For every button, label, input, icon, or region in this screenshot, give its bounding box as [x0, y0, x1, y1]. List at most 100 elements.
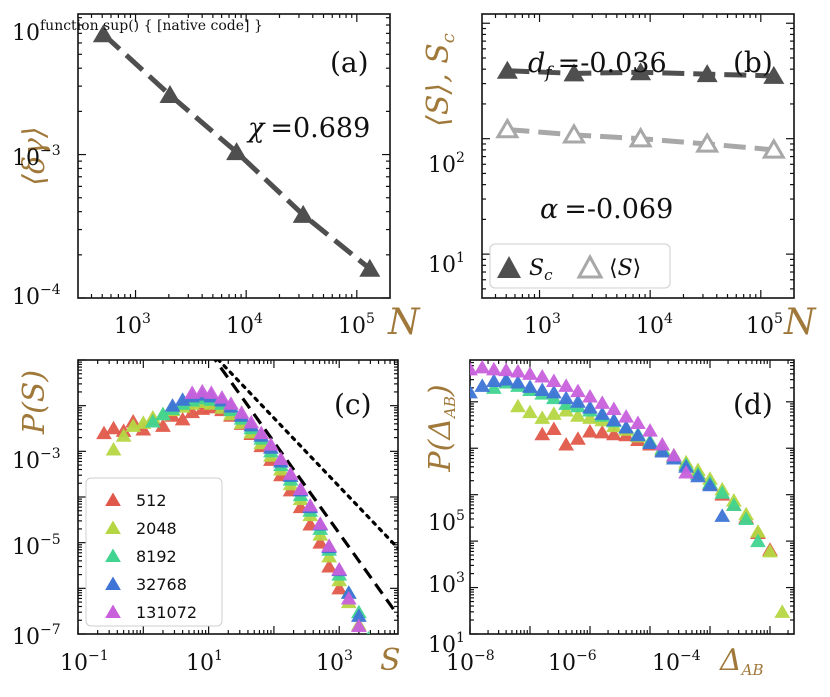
data-point	[522, 379, 538, 393]
panel-d-ytick-1: 103	[428, 570, 465, 598]
panel-a-xtick-2: 105	[338, 311, 375, 339]
data-point	[302, 498, 319, 512]
legend-label-s: ⟨S⟩	[609, 256, 641, 281]
data-point	[774, 604, 791, 618]
legend-marker	[105, 492, 121, 506]
data-point	[496, 60, 518, 79]
panel-d-xtick-0: 10−8	[446, 648, 495, 676]
data-point	[474, 378, 491, 392]
data-point	[273, 451, 289, 465]
reference-line-dotted	[216, 360, 398, 551]
data-point	[570, 408, 586, 422]
data-point	[558, 390, 574, 405]
panel-c-ytick-1: 10−5	[12, 532, 61, 560]
data-point	[561, 122, 587, 144]
data-point	[226, 142, 248, 161]
data-point	[312, 516, 329, 530]
panel-d-minor-ticks	[469, 360, 794, 635]
panel-a-ylabel: ⟨δγ⟩	[17, 126, 52, 185]
panel-b-ylabel: ⟨S⟩, Sc	[421, 33, 459, 127]
data-point	[498, 372, 514, 386]
panel-b-plot	[495, 60, 786, 159]
panel-b-ytick-0: 102	[428, 150, 465, 178]
panel-b-ytick-1: 101	[428, 250, 465, 278]
panel-d-xtick-1: 10−6	[548, 648, 597, 676]
data-point	[522, 404, 538, 419]
data-point	[351, 608, 367, 622]
panel-d-ylabel: P(ΔAB)	[423, 384, 459, 472]
data-point	[474, 360, 491, 374]
data-point	[92, 24, 114, 43]
annotation-chi-var: χ	[246, 113, 266, 144]
data-point	[263, 437, 279, 451]
series-line-0	[101, 32, 372, 271]
data-point	[510, 398, 526, 413]
data-point	[351, 618, 367, 632]
panel-c-minor-ticks	[77, 359, 398, 635]
data-point	[155, 418, 171, 432]
panel-c-ytick-2: 10−7	[12, 622, 61, 650]
panel-a-ytick-2: 10−4	[12, 282, 61, 310]
legend-label: 512	[136, 491, 167, 510]
data-point	[738, 511, 754, 525]
panel-c-ylabel: P(S)	[17, 370, 52, 435]
data-point	[563, 63, 585, 82]
data-point	[233, 405, 250, 419]
sup: function sup() { [native code] }	[40, 18, 263, 34]
data-point	[144, 414, 161, 428]
data-point	[678, 465, 694, 479]
legend-marker	[105, 548, 121, 562]
data-point	[546, 384, 562, 399]
data-point	[498, 362, 514, 377]
data-point	[534, 382, 551, 396]
legend-marker	[105, 576, 121, 590]
data-point	[630, 62, 652, 81]
data-point	[570, 431, 586, 445]
panel-d-xtick-2: 10−4	[652, 648, 701, 676]
panel-c-xtick-2: 103	[316, 648, 353, 676]
data-point	[534, 410, 551, 424]
data-point	[570, 383, 586, 398]
data-point	[666, 447, 682, 462]
legend-box	[489, 243, 671, 289]
panel-d-plot	[470, 360, 791, 618]
panel-a: (a) χ =0.689 ⟨δγ⟩ N 10function sup() { [n…	[12, 13, 421, 343]
data-point	[628, 126, 653, 148]
panel-b-xtick-2: 105	[746, 311, 783, 339]
data-point	[630, 415, 646, 429]
data-point	[714, 508, 731, 522]
data-point	[558, 437, 574, 451]
data-point	[164, 398, 181, 412]
legend-marker	[105, 520, 121, 534]
panel-c-plot	[96, 360, 398, 634]
data-point	[690, 468, 706, 483]
data-point	[243, 414, 260, 429]
data-point	[470, 384, 478, 399]
panel-d-xlabel: ΔAB	[719, 643, 764, 679]
panel-b-xlabel: N	[783, 302, 817, 343]
legend-marker-s	[576, 253, 604, 279]
data-point	[642, 423, 658, 437]
data-point	[366, 630, 371, 634]
data-point	[594, 406, 611, 420]
data-point	[546, 373, 562, 388]
panel-c-xtick-1: 101	[186, 648, 223, 676]
annotation-alpha-var: α	[540, 194, 558, 225]
data-point	[495, 117, 520, 139]
panel-a-plot	[92, 24, 381, 277]
data-point	[331, 580, 348, 595]
data-point	[606, 412, 622, 427]
data-point	[582, 423, 598, 438]
data-point	[606, 426, 622, 441]
panel-a-minor-ticks	[78, 14, 390, 299]
data-point	[321, 538, 337, 552]
data-point	[594, 424, 611, 439]
panel-d-label: (d)	[733, 388, 773, 421]
data-point	[618, 419, 634, 434]
legend-label: 131072	[136, 603, 197, 622]
panel-d-ytick-0: 105	[428, 508, 465, 536]
annotation-chi-value: =0.689	[270, 113, 370, 144]
data-point	[761, 137, 786, 159]
panel-b-xtick-1: 104	[636, 311, 673, 339]
legend-label: 8192	[136, 547, 177, 566]
